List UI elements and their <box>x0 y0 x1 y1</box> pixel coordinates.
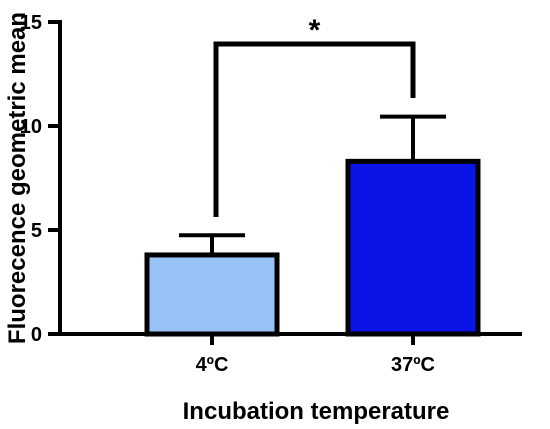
y-axis: 0 5 10 15 <box>20 12 62 346</box>
bar-4c <box>144 252 280 337</box>
error-bars <box>179 114 446 255</box>
x-tick-label: 37ºC <box>391 354 435 376</box>
x-axis-title: Incubation temperature <box>183 398 450 425</box>
bars <box>144 158 481 337</box>
y-tick-label: 5 <box>31 220 42 242</box>
x-axis: 4ºC 37ºC <box>58 332 522 376</box>
significance-annotation: * <box>213 14 416 217</box>
bar-37c <box>345 158 481 337</box>
y-axis-title: Fluorecence geometric mean <box>4 12 31 344</box>
y-tick-label: 0 <box>31 324 42 346</box>
significance-bracket <box>213 41 416 217</box>
y-tick-label: 10 <box>20 116 42 138</box>
y-tick-label: 15 <box>20 12 42 34</box>
significance-star: * <box>309 14 321 47</box>
x-tick-label: 4ºC <box>196 354 229 376</box>
